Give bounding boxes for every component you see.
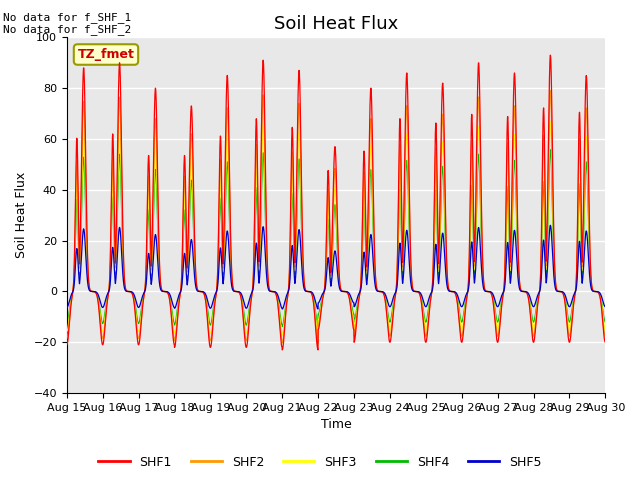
SHF3	[457, 324, 465, 329]
SHF4	[278, 324, 286, 329]
SHF4	[427, 293, 435, 299]
X-axis label: Time: Time	[321, 419, 351, 432]
SHF5	[316, 298, 324, 303]
SHF1	[316, 318, 324, 324]
SHF4	[160, 288, 168, 294]
SHF4	[601, 319, 609, 324]
SHF1	[278, 347, 286, 353]
SHF1	[488, 291, 495, 297]
SHF2	[427, 294, 435, 300]
SHF5	[602, 304, 609, 310]
SHF1	[457, 336, 465, 341]
SHF5	[601, 303, 609, 309]
Text: No data for f_SHF_1: No data for f_SHF_1	[3, 12, 131, 23]
SHF1	[602, 339, 609, 345]
SHF2	[602, 333, 609, 339]
Line: SHF4: SHF4	[67, 150, 605, 326]
SHF2	[457, 330, 465, 336]
SHF2	[547, 88, 554, 94]
SHF1	[601, 338, 609, 344]
SHF5	[427, 290, 435, 296]
SHF5	[63, 305, 70, 311]
SHF4	[602, 319, 609, 325]
Text: TZ_fmet: TZ_fmet	[77, 48, 134, 61]
Line: SHF1: SHF1	[67, 55, 605, 350]
SHF4	[488, 290, 495, 296]
Title: Soil Heat Flux: Soil Heat Flux	[274, 15, 398, 33]
SHF3	[316, 311, 324, 317]
Y-axis label: Soil Heat Flux: Soil Heat Flux	[15, 172, 28, 258]
Text: No data for f_SHF_2: No data for f_SHF_2	[3, 24, 131, 35]
SHF3	[427, 294, 435, 300]
SHF2	[278, 340, 286, 346]
SHF1	[63, 342, 70, 348]
SHF4	[547, 147, 554, 153]
Line: SHF2: SHF2	[67, 91, 605, 343]
SHF4	[457, 317, 465, 323]
SHF3	[601, 326, 609, 332]
SHF2	[316, 315, 324, 321]
SHF1	[160, 288, 168, 294]
SHF4	[63, 321, 70, 326]
SHF1	[547, 52, 554, 58]
SHF2	[488, 290, 495, 296]
SHF3	[488, 290, 495, 296]
SHF5	[488, 289, 495, 295]
SHF3	[602, 327, 609, 333]
Legend: SHF1, SHF2, SHF3, SHF4, SHF5: SHF1, SHF2, SHF3, SHF4, SHF5	[93, 451, 547, 474]
Line: SHF5: SHF5	[67, 225, 605, 309]
SHF3	[63, 329, 70, 335]
Line: SHF3: SHF3	[67, 121, 605, 336]
SHF3	[547, 119, 554, 124]
SHF5	[278, 306, 286, 312]
SHF3	[160, 288, 168, 294]
SHF4	[316, 306, 324, 312]
SHF5	[547, 222, 554, 228]
SHF1	[427, 295, 435, 301]
SHF5	[160, 288, 168, 294]
SHF5	[457, 302, 465, 308]
SHF2	[63, 336, 70, 341]
SHF2	[601, 333, 609, 338]
SHF3	[278, 333, 286, 338]
SHF2	[160, 288, 168, 294]
